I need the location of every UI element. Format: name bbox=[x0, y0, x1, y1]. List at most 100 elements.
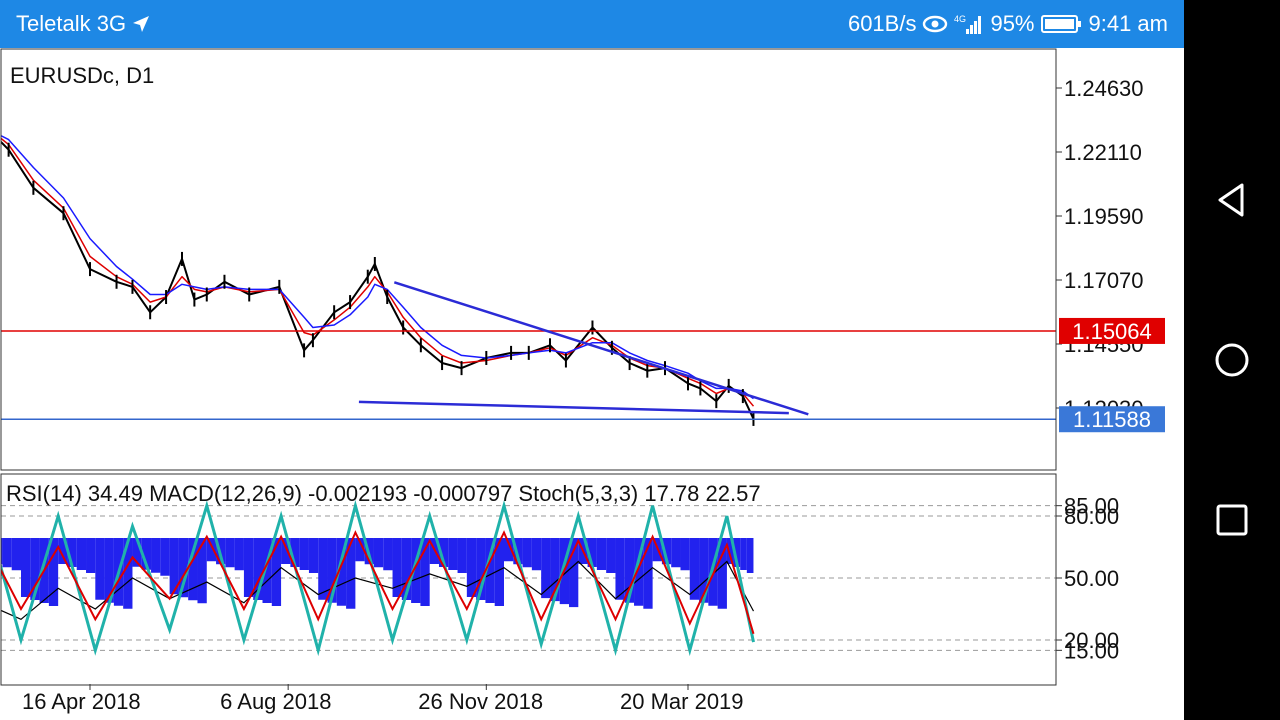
indicator-axis-tick-label: 20.00 bbox=[1064, 628, 1119, 653]
macd-histogram-bar bbox=[169, 538, 179, 595]
macd-histogram-bar bbox=[476, 538, 486, 600]
network-speed: 601B/s bbox=[847, 11, 917, 36]
macd-histogram-bar bbox=[327, 538, 337, 603]
macd-histogram-bar bbox=[689, 538, 700, 600]
macd-histogram-bar bbox=[76, 538, 87, 570]
macd-histogram-bar bbox=[281, 538, 291, 564]
macd-histogram-bar bbox=[355, 538, 365, 562]
macd-histogram-bar bbox=[318, 538, 328, 600]
macd-histogram-bar bbox=[661, 538, 672, 565]
price-chart[interactable]: 1.246301.221101.195901.170701.145501.120… bbox=[0, 48, 1184, 720]
navigation-bar bbox=[1184, 0, 1280, 720]
recents-icon bbox=[1216, 504, 1248, 536]
signal-type-label: 4G bbox=[954, 14, 966, 24]
price-label-box bbox=[1059, 317, 1165, 344]
macd-histogram-bar bbox=[30, 538, 40, 600]
macd-histogram-bar bbox=[740, 538, 747, 570]
macd-histogram-bar bbox=[308, 538, 319, 573]
price-axis-tick-label: 1.22110 bbox=[1064, 140, 1142, 165]
indicator-pane-frame bbox=[0, 473, 1057, 686]
macd-histogram-bar bbox=[206, 538, 217, 562]
macd-histogram-bar bbox=[383, 538, 393, 571]
macd-histogram-bar bbox=[243, 538, 254, 597]
macd-histogram-bar bbox=[48, 538, 59, 606]
macd-histogram-bar bbox=[1, 538, 3, 565]
battery-icon bbox=[1040, 15, 1081, 33]
macd-histogram-bar bbox=[438, 538, 449, 567]
time-axis-tick-label: 26 Nov 2018 bbox=[418, 689, 543, 714]
macd-histogram-bar bbox=[58, 538, 68, 564]
macd-histogram-bar bbox=[86, 538, 96, 573]
macd-histogram-bar bbox=[411, 538, 421, 603]
stoch-signal-line bbox=[1, 530, 755, 635]
macd-histogram-bar bbox=[733, 538, 741, 567]
lower-trendline bbox=[358, 400, 789, 415]
indicator-title: RSI(14) 34.49 MACD(12,26,9) -0.002193 -0… bbox=[6, 481, 761, 506]
macd-histogram-bar bbox=[336, 538, 347, 606]
macd-histogram-bar bbox=[95, 538, 105, 600]
location-arrow-icon bbox=[133, 16, 150, 32]
eye-icon bbox=[923, 15, 948, 33]
macd-histogram-bar bbox=[123, 538, 133, 609]
chart-area[interactable]: 1.246301.221101.195901.170701.145501.120… bbox=[0, 48, 1184, 720]
status-bar: Teletalk 3G 601B/s 4G 95% 9:41 am bbox=[0, 0, 1184, 48]
price-line bbox=[1, 140, 755, 420]
macd-histogram-bar bbox=[624, 538, 635, 603]
stoch-main-line bbox=[1, 499, 755, 657]
macd-histogram-bar bbox=[606, 538, 616, 573]
home-icon bbox=[1215, 343, 1249, 377]
price-label: 1.15064 bbox=[1072, 319, 1152, 344]
macd-histogram-bar bbox=[671, 538, 681, 568]
macd-histogram-bar bbox=[401, 538, 412, 600]
macd-histogram-bar bbox=[392, 538, 402, 597]
macd-histogram-bar bbox=[373, 538, 384, 568]
macd-histogram-bar bbox=[67, 538, 77, 567]
price-axis-tick-label: 1.17070 bbox=[1064, 268, 1144, 293]
macd-histogram-bar bbox=[160, 538, 170, 576]
macd-histogram-bar bbox=[234, 538, 244, 571]
macd-histogram-bar bbox=[680, 538, 690, 571]
home-button[interactable] bbox=[1208, 336, 1256, 384]
time-axis-tick-label: 6 Aug 2018 bbox=[220, 689, 331, 714]
macd-histogram-bar bbox=[104, 538, 114, 603]
signal-icon: 4G bbox=[954, 14, 982, 34]
chart-title: EURUSDc, D1 bbox=[10, 63, 154, 88]
macd-histogram-bar bbox=[541, 538, 551, 599]
macd-histogram-bar bbox=[299, 538, 309, 570]
back-icon bbox=[1218, 183, 1244, 217]
main-pane-frame bbox=[0, 48, 1057, 471]
macd-histogram-bar bbox=[746, 538, 754, 573]
recents-button[interactable] bbox=[1208, 496, 1256, 544]
macd-histogram-bar bbox=[634, 538, 644, 606]
macd-histogram-bar bbox=[420, 538, 430, 606]
battery-percent: 95% bbox=[990, 11, 1035, 36]
macd-histogram-bar bbox=[513, 538, 523, 565]
macd-histogram-bar bbox=[494, 538, 504, 606]
macd-histogram-bar bbox=[262, 538, 272, 603]
indicator-axis-tick-label: 80.00 bbox=[1064, 504, 1119, 529]
back-button[interactable] bbox=[1208, 176, 1256, 224]
price-label: 1.11588 bbox=[1073, 407, 1151, 432]
macd-histogram-bar bbox=[290, 538, 300, 567]
macd-histogram-bar bbox=[699, 538, 709, 603]
clock: 9:41 am bbox=[1088, 11, 1169, 36]
macd-histogram-bar bbox=[485, 538, 495, 603]
macd-histogram-bar bbox=[188, 538, 198, 601]
macd-histogram-bar bbox=[11, 538, 21, 571]
indicator-axis-tick-label: 85.00 bbox=[1064, 494, 1119, 519]
macd-histogram-bar bbox=[504, 538, 514, 562]
macd-histogram-bar bbox=[569, 538, 579, 608]
ma_fast-line bbox=[1, 137, 755, 407]
macd-histogram-bar bbox=[2, 538, 12, 568]
macd-histogram-bar bbox=[615, 538, 625, 600]
macd-histogram-bar bbox=[21, 538, 31, 597]
time-axis-tick-label: 16 Apr 2018 bbox=[22, 689, 141, 714]
ma_slow-line bbox=[1, 134, 754, 400]
macd-histogram-bar bbox=[643, 538, 653, 609]
macd-histogram-bar bbox=[346, 538, 356, 609]
macd-histogram-bar bbox=[550, 538, 560, 602]
macd-histogram-bar bbox=[225, 538, 235, 568]
upper-trendline bbox=[393, 281, 809, 416]
macd-histogram-bar bbox=[531, 538, 542, 571]
macd-histogram-bar bbox=[457, 538, 467, 573]
